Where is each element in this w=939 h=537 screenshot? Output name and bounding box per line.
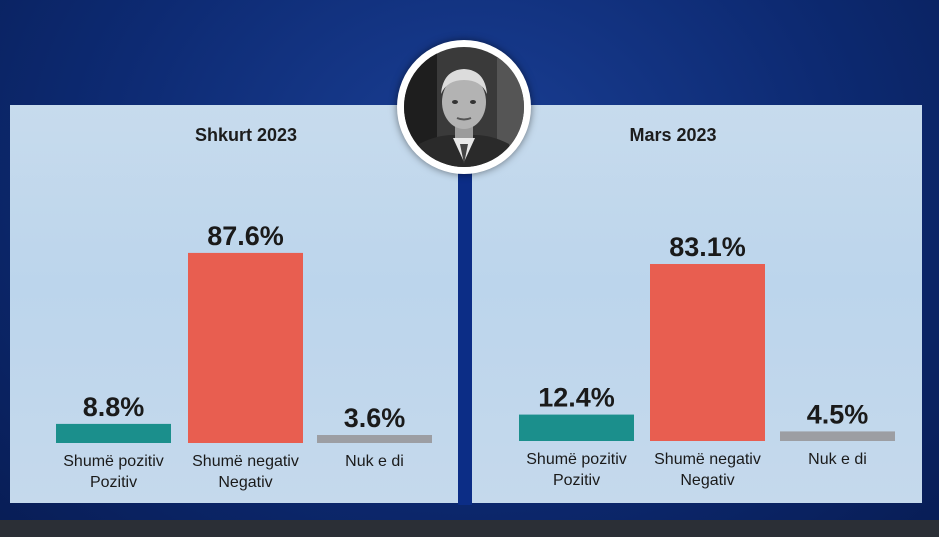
bar-chart-shkurt: 8.8% Shumë pozitiv Pozitiv 87.6% Shumë negat… <box>56 221 432 491</box>
bar-2 <box>317 435 432 443</box>
data-label-1: 83.1% <box>669 232 746 262</box>
bar-2 <box>780 431 895 441</box>
data-label-2: 4.5% <box>807 399 869 429</box>
bar-1 <box>650 263 765 441</box>
data-label-1: 87.6% <box>207 221 284 251</box>
chart-title: Shkurt 2023 <box>194 125 298 145</box>
category-label-1: Negativ <box>680 472 734 489</box>
category-label-2: Nuk e di <box>808 451 867 468</box>
category-label-0: Pozitiv <box>90 474 137 491</box>
bar-chart-mars: 12.4% Shumë pozitiv Pozitiv 83.1% Shumë nega… <box>519 232 895 489</box>
data-label-2: 3.6% <box>344 403 406 433</box>
category-label-0: Shumë pozitiv <box>63 453 164 470</box>
category-label-1: Shumë negativ <box>192 453 299 470</box>
chart-title: Mars 2023 <box>629 125 717 145</box>
chart-panel-mars: Mars 2023 12.4% Shumë pozitiv Pozitiv 83.1%… <box>472 105 922 503</box>
data-label-0: 8.8% <box>83 392 145 422</box>
bottom-strip <box>0 520 939 537</box>
category-label-1: Shumë negativ <box>654 451 761 468</box>
category-label-2: Nuk e di <box>345 453 404 470</box>
bar-0 <box>56 423 171 443</box>
category-label-0: Pozitiv <box>553 472 600 489</box>
chart-panel-shkurt: Shkurt 2023 8.8% Shumë pozitiv Pozitiv 87.6… <box>10 105 458 503</box>
panel-divider <box>458 105 472 505</box>
bar-0 <box>519 414 634 441</box>
data-label-0: 12.4% <box>538 383 615 413</box>
category-label-0: Shumë pozitiv <box>526 451 627 468</box>
bar-1 <box>188 252 303 443</box>
category-label-1: Negativ <box>218 474 272 491</box>
person-portrait-icon <box>397 40 531 174</box>
